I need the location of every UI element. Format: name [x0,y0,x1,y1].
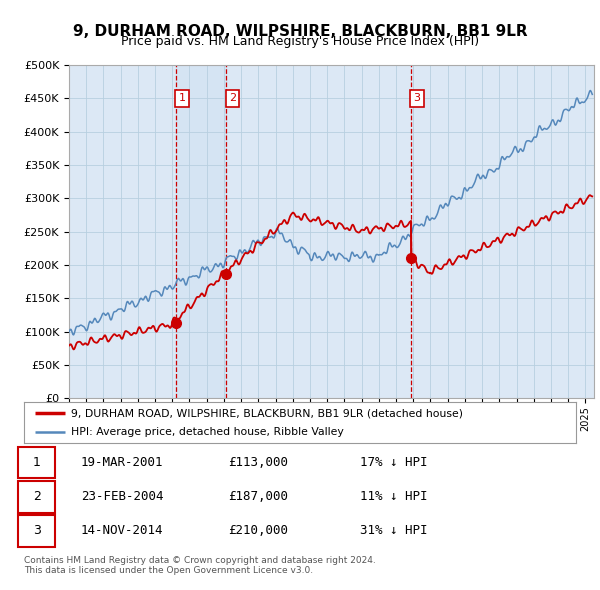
Text: £187,000: £187,000 [228,490,288,503]
Text: 19-MAR-2001: 19-MAR-2001 [81,456,163,469]
Text: 9, DURHAM ROAD, WILPSHIRE, BLACKBURN, BB1 9LR (detached house): 9, DURHAM ROAD, WILPSHIRE, BLACKBURN, BB… [71,408,463,418]
Text: 3: 3 [413,93,421,103]
Text: 11% ↓ HPI: 11% ↓ HPI [360,490,427,503]
Text: 23-FEB-2004: 23-FEB-2004 [81,490,163,503]
Bar [176,65,226,398]
Text: 2: 2 [229,93,236,103]
Text: 9, DURHAM ROAD, WILPSHIRE, BLACKBURN, BB1 9LR: 9, DURHAM ROAD, WILPSHIRE, BLACKBURN, BB… [73,24,527,38]
Text: HPI: Average price, detached house, Ribble Valley: HPI: Average price, detached house, Ribb… [71,428,344,437]
Text: 3: 3 [32,525,41,537]
Text: 2: 2 [32,490,41,503]
Text: 1: 1 [32,456,41,469]
Text: Contains HM Land Registry data © Crown copyright and database right 2024.
This d: Contains HM Land Registry data © Crown c… [24,556,376,575]
Text: £113,000: £113,000 [228,456,288,469]
Text: 31% ↓ HPI: 31% ↓ HPI [360,525,427,537]
Text: 1: 1 [178,93,185,103]
Text: 17% ↓ HPI: 17% ↓ HPI [360,456,427,469]
Text: £210,000: £210,000 [228,525,288,537]
Text: 14-NOV-2014: 14-NOV-2014 [81,525,163,537]
Text: Price paid vs. HM Land Registry's House Price Index (HPI): Price paid vs. HM Land Registry's House … [121,35,479,48]
